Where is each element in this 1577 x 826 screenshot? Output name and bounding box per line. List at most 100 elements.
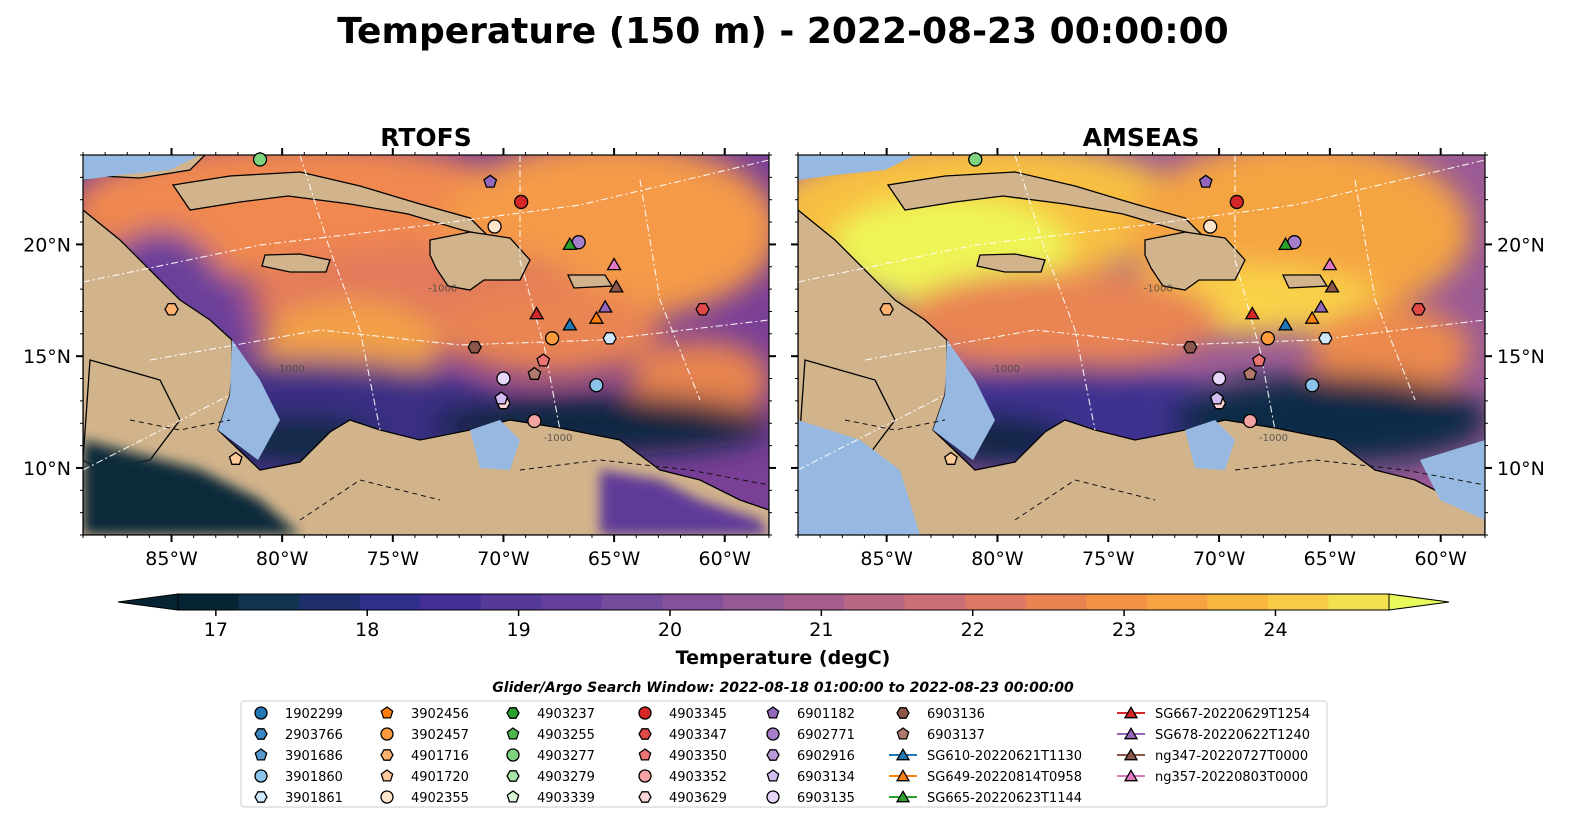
legend-label: 3901861 <box>285 791 343 806</box>
marker-3901860 <box>1304 378 1320 393</box>
marker-4903345 <box>514 194 529 210</box>
colorbar-tick-label: 21 <box>809 619 833 641</box>
lat-tick-label: 20°N <box>1497 234 1545 256</box>
marker-3902457 <box>1260 331 1275 346</box>
legend-label: 3901860 <box>285 770 343 785</box>
colorbar: 17 18 19 20 21 22 23 24 <box>117 593 1450 641</box>
legend-marker-4903345 <box>638 706 652 720</box>
shallow-water-amseas <box>798 155 1485 535</box>
colorbar-segment <box>178 594 240 610</box>
legend-label: 3902456 <box>411 707 469 722</box>
colorbar-extend-high <box>1388 593 1450 611</box>
colorbar-segment <box>1146 594 1208 610</box>
colorbar-segment <box>420 594 482 610</box>
legend-label: 6903137 <box>927 728 985 743</box>
marker-3901861 <box>602 332 617 345</box>
marker-6903134 <box>494 391 509 405</box>
contour-label: -1000 <box>276 364 305 375</box>
panel-title-rtofs: RTOFS <box>380 123 472 152</box>
legend-label: 4903345 <box>669 707 727 722</box>
legend-label: ng357-20220803T0000 <box>1155 770 1308 785</box>
lon-tick-label: 70°W <box>1193 548 1246 570</box>
lon-tick-label: 85°W <box>860 548 913 570</box>
colorbar-segment <box>480 594 542 610</box>
legend-label: 4903352 <box>669 770 727 785</box>
legend-marker-4903352 <box>638 769 652 783</box>
legend-marker-3901861 <box>254 791 268 803</box>
legend-label: 4903279 <box>537 770 595 785</box>
legend-label: 6903136 <box>927 707 985 722</box>
eez-boundaries-amseas <box>798 155 1485 471</box>
legend-label: 6902916 <box>797 749 855 764</box>
legend-label: 3902457 <box>411 728 469 743</box>
legend-marker-6903136 <box>896 707 910 719</box>
lat-tick-label: 10°N <box>1497 458 1545 480</box>
colorbar-tick-label: 19 <box>507 619 531 641</box>
legend-label: 6903134 <box>797 770 855 785</box>
marker-SG665-20220623T1144 <box>1277 236 1294 251</box>
legend-label: 6902771 <box>797 728 855 743</box>
map-rtofs <box>83 155 769 535</box>
legend-label: SG665-20220623T1144 <box>927 791 1082 806</box>
colorbar-segment <box>1025 594 1087 610</box>
lat-tick-label: 15°N <box>1497 346 1545 368</box>
legend-label: 6901182 <box>797 707 855 722</box>
legend-label: SG649-20220814T0958 <box>927 770 1082 785</box>
marker-6903136 <box>467 340 482 354</box>
marker-SG610-20220621T1130 <box>562 317 578 331</box>
legend-marker-6903137 <box>896 727 910 740</box>
colorbar-segment <box>359 594 421 610</box>
marker-ng357-20220803T0000 <box>606 257 622 271</box>
shallow-water-rtofs <box>83 155 520 470</box>
legend-label: SG667-20220629T1254 <box>1155 707 1310 722</box>
legend-marker-6902771 <box>766 727 780 741</box>
legend-label: 4903255 <box>537 728 595 743</box>
contour-label: -1000 <box>428 283 457 294</box>
legend-marker-4903237 <box>506 707 520 719</box>
legend-marker-4903255 <box>506 727 520 740</box>
legend-marker-4903350 <box>638 748 652 761</box>
legend-marker-4901720 <box>380 769 394 782</box>
colorbar-segment <box>904 594 966 610</box>
colorbar-segment <box>1267 594 1329 610</box>
legend-marker-SG610-20220621T1130 <box>895 747 911 761</box>
legend-marker-6901182 <box>766 706 780 719</box>
colorbar-segment <box>1328 594 1390 610</box>
colorbar-extend-low <box>117 593 179 611</box>
legend-label: SG678-20220622T1240 <box>1155 728 1310 743</box>
lon-tick-label: 65°W <box>588 548 641 570</box>
colorbar-segment <box>1207 594 1269 610</box>
markers-amseas <box>879 152 1426 465</box>
marker-6903135 <box>496 371 511 386</box>
contour-label: -1000 <box>543 433 572 444</box>
frame-amseas <box>797 154 1486 536</box>
coast-dashed-amseas <box>844 419 1485 521</box>
marker-4903350 <box>1252 353 1266 367</box>
coast-dashed-rtofs <box>129 419 769 521</box>
lon-tick-label: 60°W <box>1414 548 1467 570</box>
colorbar-tick-label: 18 <box>355 619 379 641</box>
legend-label: 4903339 <box>537 791 595 806</box>
marker-6903137 <box>527 366 542 380</box>
legend-label: 4901720 <box>411 770 469 785</box>
legend-marker-4902355 <box>380 790 394 804</box>
legend-label: 6903135 <box>797 791 855 806</box>
lon-tick-label: 80°W <box>256 548 309 570</box>
legend-label: 2903766 <box>285 728 343 743</box>
marker-4903352 <box>1242 413 1258 429</box>
marker-4903352 <box>527 413 542 429</box>
legend-marker-SG667-20220629T1254 <box>1123 705 1139 719</box>
colorbar-tick-label: 24 <box>1263 619 1287 641</box>
colorbar-tick-label: 17 <box>204 619 228 641</box>
lat-lon-ticks-amseas: 85°W 80°W 75°W 70°W 65°W 60°W 10°N 15°N 20°N -100… <box>791 148 1545 570</box>
colorbar-segment <box>238 594 300 610</box>
colorbar-segment <box>299 594 361 610</box>
marker-SG678-20220622T1240 <box>1313 299 1329 313</box>
lon-tick-label: 60°W <box>699 548 752 570</box>
contour-label: -1000 <box>1144 283 1173 294</box>
colorbar-segment <box>601 594 663 610</box>
legend-label: 4903237 <box>537 707 595 722</box>
colorbar-segment <box>783 594 845 610</box>
marker-4903347 <box>1411 302 1426 316</box>
